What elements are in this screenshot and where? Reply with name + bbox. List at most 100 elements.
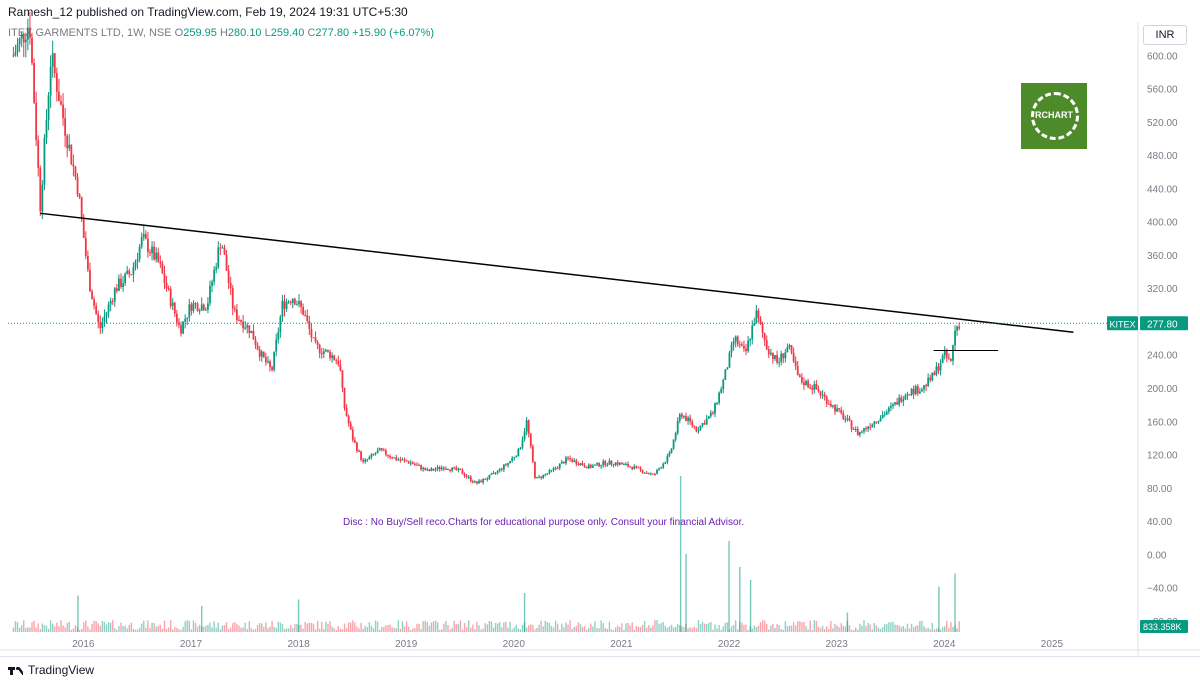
candle-body bbox=[571, 459, 574, 462]
candle-body bbox=[124, 273, 127, 284]
volume-bar bbox=[416, 623, 418, 632]
candle-body bbox=[474, 481, 476, 483]
candle-body bbox=[103, 316, 106, 323]
volume-bar bbox=[910, 623, 913, 632]
volume-bar bbox=[826, 626, 828, 632]
candle-body bbox=[542, 474, 545, 478]
candle-body bbox=[914, 386, 917, 395]
candle-body bbox=[815, 384, 818, 390]
candle-body bbox=[399, 459, 402, 461]
drawings[interactable] bbox=[8, 212, 1138, 352]
candle-body bbox=[306, 315, 309, 321]
candle-body bbox=[606, 464, 609, 466]
candle-body bbox=[362, 459, 365, 462]
grid bbox=[0, 22, 1200, 656]
candle-body bbox=[461, 470, 464, 475]
candle-body bbox=[356, 442, 358, 451]
candle-body bbox=[662, 463, 665, 468]
volume-bar bbox=[321, 621, 323, 632]
volume-bar bbox=[283, 628, 286, 632]
candle-body bbox=[107, 304, 110, 313]
candle-body bbox=[300, 301, 302, 308]
volume-bar bbox=[656, 620, 658, 632]
volume-bar bbox=[525, 627, 528, 632]
currency-button[interactable]: INR bbox=[1143, 25, 1187, 45]
symbol-name[interactable]: ITEX GARMENTS LTD, 1W, NSE bbox=[8, 27, 172, 39]
candle-body bbox=[151, 246, 153, 254]
close-label: C bbox=[307, 27, 316, 39]
volume-bar bbox=[434, 620, 437, 632]
candle-body bbox=[918, 391, 921, 394]
volume-bar bbox=[256, 625, 259, 632]
volume-bar bbox=[664, 625, 667, 632]
candle-body bbox=[31, 37, 33, 64]
candle-body bbox=[271, 367, 273, 370]
volume-bar bbox=[277, 621, 279, 632]
volume-bar bbox=[484, 623, 486, 632]
volume-bar bbox=[70, 629, 73, 632]
volume-bar bbox=[774, 627, 776, 632]
low-label: L bbox=[264, 27, 271, 39]
volume-bar bbox=[215, 627, 217, 632]
volume-bar bbox=[432, 621, 435, 632]
candle-body bbox=[610, 460, 613, 465]
candle-body bbox=[817, 389, 820, 392]
tradingview-brand[interactable]: TradingView bbox=[8, 663, 94, 677]
price-chart[interactable]: 600.00 560.00 520.00 480.00 440.00 400.00 360.… bbox=[0, 0, 1200, 656]
low-value: 259.40 bbox=[270, 27, 305, 39]
candle-body bbox=[714, 402, 716, 414]
volume-bar bbox=[167, 627, 170, 632]
volume-bar bbox=[792, 622, 795, 632]
volume-bar bbox=[699, 623, 702, 632]
candle-body bbox=[327, 349, 329, 352]
candle-body bbox=[360, 451, 362, 460]
volume-bar bbox=[376, 621, 379, 632]
volume-bar bbox=[188, 620, 190, 632]
candle-body bbox=[691, 421, 694, 426]
volume-bar bbox=[939, 629, 942, 632]
volume-bar bbox=[588, 627, 590, 632]
volume-bar bbox=[919, 620, 921, 632]
volume-bar bbox=[627, 623, 629, 632]
volume-bar bbox=[159, 624, 162, 632]
time-axis[interactable]: 2016 2017 2018 2019 2020 2021 2022 2023 2024 2025 bbox=[72, 639, 1063, 650]
candle-body bbox=[927, 377, 930, 387]
volume-bar bbox=[879, 628, 882, 632]
volume-bar bbox=[662, 621, 664, 632]
volume-bar bbox=[238, 625, 240, 632]
candle-body bbox=[821, 394, 824, 396]
candle-body bbox=[113, 288, 116, 302]
volume-bar bbox=[296, 623, 298, 632]
candle-body bbox=[331, 355, 333, 359]
volume-bar bbox=[242, 627, 244, 632]
candle-body bbox=[167, 288, 170, 290]
candle-body bbox=[923, 385, 925, 390]
candle-body bbox=[631, 466, 634, 470]
volume-bar bbox=[797, 621, 799, 632]
candle-body bbox=[405, 460, 408, 462]
price-axis[interactable]: 600.00 560.00 520.00 480.00 440.00 400.00 360.… bbox=[1147, 51, 1178, 628]
volume-bar bbox=[666, 627, 669, 632]
candle-body bbox=[231, 287, 234, 309]
candle-body bbox=[198, 310, 201, 312]
volume-bar bbox=[143, 620, 145, 632]
volume-bar bbox=[147, 620, 149, 632]
volume-bar bbox=[169, 620, 172, 632]
rchart-logo-text: RCHART bbox=[1035, 110, 1073, 120]
volume-bar bbox=[366, 627, 368, 632]
candle-body bbox=[521, 439, 524, 448]
volume-bar bbox=[269, 626, 271, 632]
volume-bar bbox=[387, 625, 389, 632]
volume-bar bbox=[703, 623, 706, 632]
candle-body bbox=[633, 466, 636, 470]
candle-body bbox=[18, 38, 21, 45]
candle-body bbox=[465, 475, 468, 477]
volume-bar bbox=[660, 623, 662, 632]
volume-bar bbox=[190, 629, 193, 632]
candle-body bbox=[906, 394, 909, 396]
candle-body bbox=[244, 327, 247, 329]
candle-body bbox=[685, 416, 687, 421]
volume-bar bbox=[567, 624, 569, 632]
candle-body bbox=[865, 428, 867, 430]
volume-bar bbox=[590, 623, 592, 632]
